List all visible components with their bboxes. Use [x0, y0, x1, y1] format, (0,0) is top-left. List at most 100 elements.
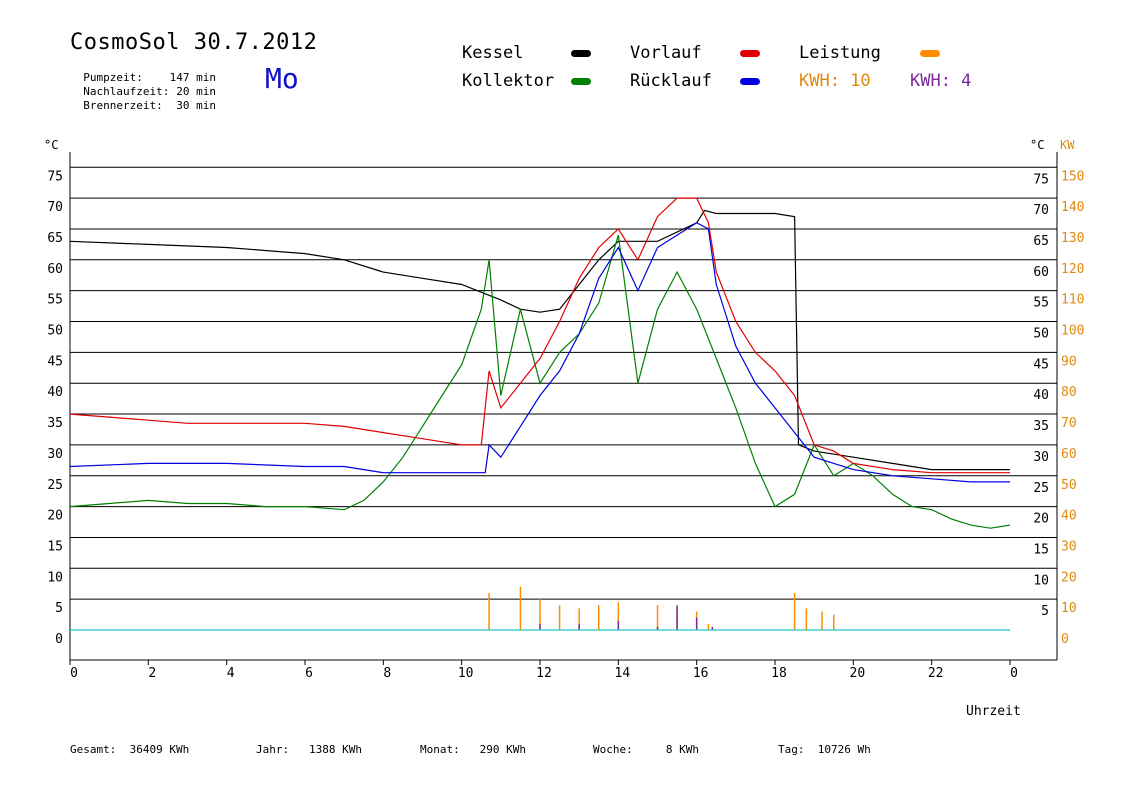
footer-label: Monat: — [420, 743, 460, 756]
x-tick-label: 22 — [928, 666, 944, 681]
kwh-orange-label: KWH: 10 — [799, 71, 871, 91]
y-left-tick-label: 30 — [47, 447, 63, 462]
y-right-power-tick-label: 0 — [1061, 632, 1069, 647]
y-right-temp-tick-label: 15 — [1033, 542, 1049, 557]
y-right-temp-tick-label: 20 — [1033, 512, 1049, 527]
footer-value: 1388 KWh — [309, 743, 362, 756]
y-right-temp-unit: °C — [1030, 138, 1044, 152]
footer-label: Gesamt: — [70, 743, 117, 756]
y-left-tick-label: 60 — [47, 262, 63, 277]
series-r-cklauf-line — [69, 222, 1010, 483]
y-right-power-tick-label: 150 — [1061, 169, 1084, 184]
y-right-power-unit: KW — [1060, 138, 1075, 152]
param-label: Nachlaufzeit: — [83, 85, 170, 98]
y-right-power-tick-label: 70 — [1061, 416, 1077, 431]
x-tick-label: 16 — [693, 666, 709, 681]
footer-month: Monat: 290 KWh — [420, 743, 526, 756]
y-right-temp-tick-label: 25 — [1033, 481, 1049, 496]
y-right-power-tick-label: 80 — [1061, 385, 1077, 400]
y-right-power-tick-label: 30 — [1061, 539, 1077, 554]
series-kessel-line — [69, 209, 1010, 471]
footer-value: 10726 Wh — [817, 743, 871, 756]
y-right-temp-tick-label: 30 — [1033, 450, 1049, 465]
footer-value: 8 KWh — [665, 743, 699, 756]
legend-leistung-swatch — [920, 50, 940, 57]
chart-axes — [69, 152, 1058, 665]
x-tick-label: 14 — [615, 666, 631, 681]
y-right-temp-tick-label: 10 — [1033, 573, 1049, 588]
legend-kessel-label: Kessel — [462, 43, 524, 63]
y-left-tick-label: 75 — [47, 169, 63, 184]
param-value: 147 min — [169, 71, 216, 84]
footer-year: Jahr: 1388 KWh — [256, 743, 362, 756]
weekday-label: Mo — [265, 62, 299, 95]
y-right-temp-tick-label: 50 — [1033, 327, 1049, 342]
y-right-power-tick-label: 110 — [1061, 293, 1084, 308]
legend-leistung-label: Leistung — [799, 43, 881, 63]
series-vorlauf-line — [69, 197, 1010, 474]
footer-label: Tag: — [778, 743, 805, 756]
chart-title: CosmoSol 30.7.2012 — [70, 30, 318, 55]
y-right-power-tick-label: 120 — [1061, 262, 1084, 277]
y-left-tick-label: 15 — [47, 539, 63, 554]
series-kollektor-line — [69, 234, 1011, 529]
y-right-power-tick-label: 100 — [1061, 324, 1084, 339]
x-tick-label: 10 — [458, 666, 474, 681]
y-left-tick-label: 65 — [47, 231, 63, 246]
y-left-unit: °C — [44, 138, 58, 152]
y-right-temp-tick-label: 70 — [1033, 203, 1049, 218]
footer-label: Jahr: — [256, 743, 290, 756]
x-tick-label: 0 — [70, 666, 78, 681]
y-right-temp-tick-label: 60 — [1033, 265, 1049, 280]
y-left-tick-label: 10 — [47, 570, 63, 585]
legend-ruecklauf-swatch — [740, 78, 760, 85]
x-tick-label: 0 — [1010, 666, 1018, 681]
y-right-temp-tick-label: 40 — [1033, 388, 1049, 403]
y-right-temp-tick-label: 65 — [1033, 234, 1049, 249]
x-tick-label: 18 — [771, 666, 787, 681]
y-left-tick-label: 35 — [47, 416, 63, 431]
param-row: Pumpzeit: 147 min — [70, 58, 216, 84]
param-label: Brennerzeit: — [83, 99, 163, 112]
param-row: Nachlaufzeit: 20 min — [70, 72, 216, 98]
legend-vorlauf-label: Vorlauf — [630, 43, 702, 63]
y-left-tick-label: 50 — [47, 324, 63, 339]
y-left-tick-label: 25 — [47, 478, 63, 493]
x-tick-label: 20 — [850, 666, 866, 681]
y-right-power-tick-label: 10 — [1061, 601, 1077, 616]
kwh-purple-label: KWH: 4 — [910, 71, 972, 91]
y-right-temp-tick-label: 75 — [1033, 172, 1049, 187]
y-right-power-tick-label: 20 — [1061, 570, 1077, 585]
y-left-tick-label: 70 — [47, 200, 63, 215]
y-right-temp-tick-label: 55 — [1033, 296, 1049, 311]
legend-kollektor-swatch — [571, 78, 591, 85]
legend-ruecklauf-label: Rücklauf — [630, 71, 712, 91]
x-tick-label: 8 — [383, 666, 391, 681]
y-left-tick-label: 45 — [47, 354, 63, 369]
footer-value: 290 KWh — [479, 743, 526, 756]
y-left-tick-label: 0 — [55, 632, 63, 647]
legend-kessel-swatch — [571, 50, 591, 57]
x-tick-label: 12 — [536, 666, 552, 681]
y-right-power-tick-label: 40 — [1061, 509, 1077, 524]
y-right-power-tick-label: 90 — [1061, 354, 1077, 369]
tick-labels: 0 2 4 6 8 10 12 14 16 18 20 22 005101520253035404550… — [47, 169, 1084, 681]
x-axis-label: Uhrzeit — [966, 704, 1021, 719]
y-left-tick-label: 55 — [47, 293, 63, 308]
x-tick-label: 2 — [148, 666, 156, 681]
y-right-power-tick-label: 50 — [1061, 478, 1077, 493]
x-tick-label: 6 — [305, 666, 313, 681]
footer-label: Woche: — [593, 743, 633, 756]
footer-total: Gesamt: 36409 KWh — [70, 743, 189, 756]
y-right-temp-tick-label: 5 — [1041, 604, 1049, 619]
footer-day: Tag: 10726 Wh — [778, 743, 871, 756]
x-tick-label: 4 — [227, 666, 235, 681]
param-label: Pumpzeit: — [83, 71, 143, 84]
y-left-tick-label: 40 — [47, 385, 63, 400]
series-lines — [69, 197, 1011, 631]
y-left-tick-label: 20 — [47, 509, 63, 524]
y-right-temp-tick-label: 35 — [1033, 419, 1049, 434]
param-value: 30 min — [176, 99, 216, 112]
y-right-power-tick-label: 130 — [1061, 231, 1084, 246]
